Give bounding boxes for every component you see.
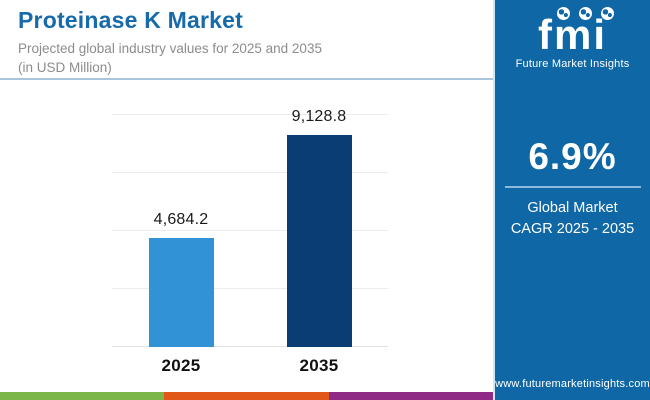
fmi-logo-caption: Future Market Insights bbox=[515, 58, 630, 70]
plot-area: 4,684.2 2025 9,128.8 2035 bbox=[112, 92, 388, 375]
bar-group-2025: 4,684.2 2025 bbox=[112, 92, 250, 375]
globe-icon bbox=[601, 7, 614, 20]
bar-2025 bbox=[148, 238, 214, 347]
gridline-5000 bbox=[112, 230, 388, 232]
cagr-value: 6.9% bbox=[528, 136, 617, 177]
globe-icon bbox=[579, 7, 592, 20]
chart-panel: Proteinase K Market Projected global ind… bbox=[0, 6, 493, 400]
subtitle-line-2: (in USD Million) bbox=[18, 59, 112, 75]
gridline-2500 bbox=[112, 288, 388, 290]
bar-value-label-2035: 9,128.8 bbox=[291, 108, 347, 125]
brand-sidebar: fmi Future Market Insights 6.9% Global M… bbox=[493, 0, 650, 400]
fmi-logo-text: fmi bbox=[538, 11, 607, 58]
bar-group-2035: 9,128.8 2035 bbox=[250, 92, 388, 375]
cagr-label-line-1: Global Market bbox=[527, 200, 618, 216]
stripe-segment-1 bbox=[0, 392, 165, 400]
gridline-7500 bbox=[112, 172, 388, 174]
cagr-divider bbox=[504, 186, 641, 188]
subtitle-line-1: Projected global industry values for 202… bbox=[18, 40, 322, 56]
logo-globes bbox=[521, 7, 650, 20]
bar-value-label-2025: 4,684.2 bbox=[153, 211, 209, 228]
cagr-label: Global Market CAGR 2025 - 2035 bbox=[495, 198, 650, 240]
cagr-block: 6.9% Global Market CAGR 2025 - 2035 bbox=[495, 136, 650, 240]
page-title: Proteinase K Market bbox=[18, 7, 243, 33]
header-divider bbox=[0, 78, 493, 80]
x-axis-label-2035: 2035 bbox=[299, 356, 339, 375]
globe-icon bbox=[557, 7, 570, 20]
gridline-10000 bbox=[112, 114, 388, 116]
header: Proteinase K Market Projected global ind… bbox=[18, 6, 478, 77]
fmi-logo: fmi Future Market Insights bbox=[495, 7, 650, 70]
bottom-stripe bbox=[0, 392, 493, 400]
bar-2035 bbox=[286, 135, 352, 347]
website-url: www.futuremarketinsights.com bbox=[495, 378, 650, 390]
stripe-segment-2 bbox=[164, 392, 329, 400]
bars-row: 4,684.2 2025 9,128.8 2035 bbox=[112, 92, 388, 375]
x-axis-label-2025: 2025 bbox=[161, 356, 201, 375]
chart-subtitle: Projected global industry values for 202… bbox=[18, 40, 478, 77]
cagr-label-line-2: CAGR 2025 - 2035 bbox=[510, 221, 635, 238]
stripe-segment-3 bbox=[328, 392, 493, 400]
x-axis-baseline bbox=[112, 346, 388, 347]
